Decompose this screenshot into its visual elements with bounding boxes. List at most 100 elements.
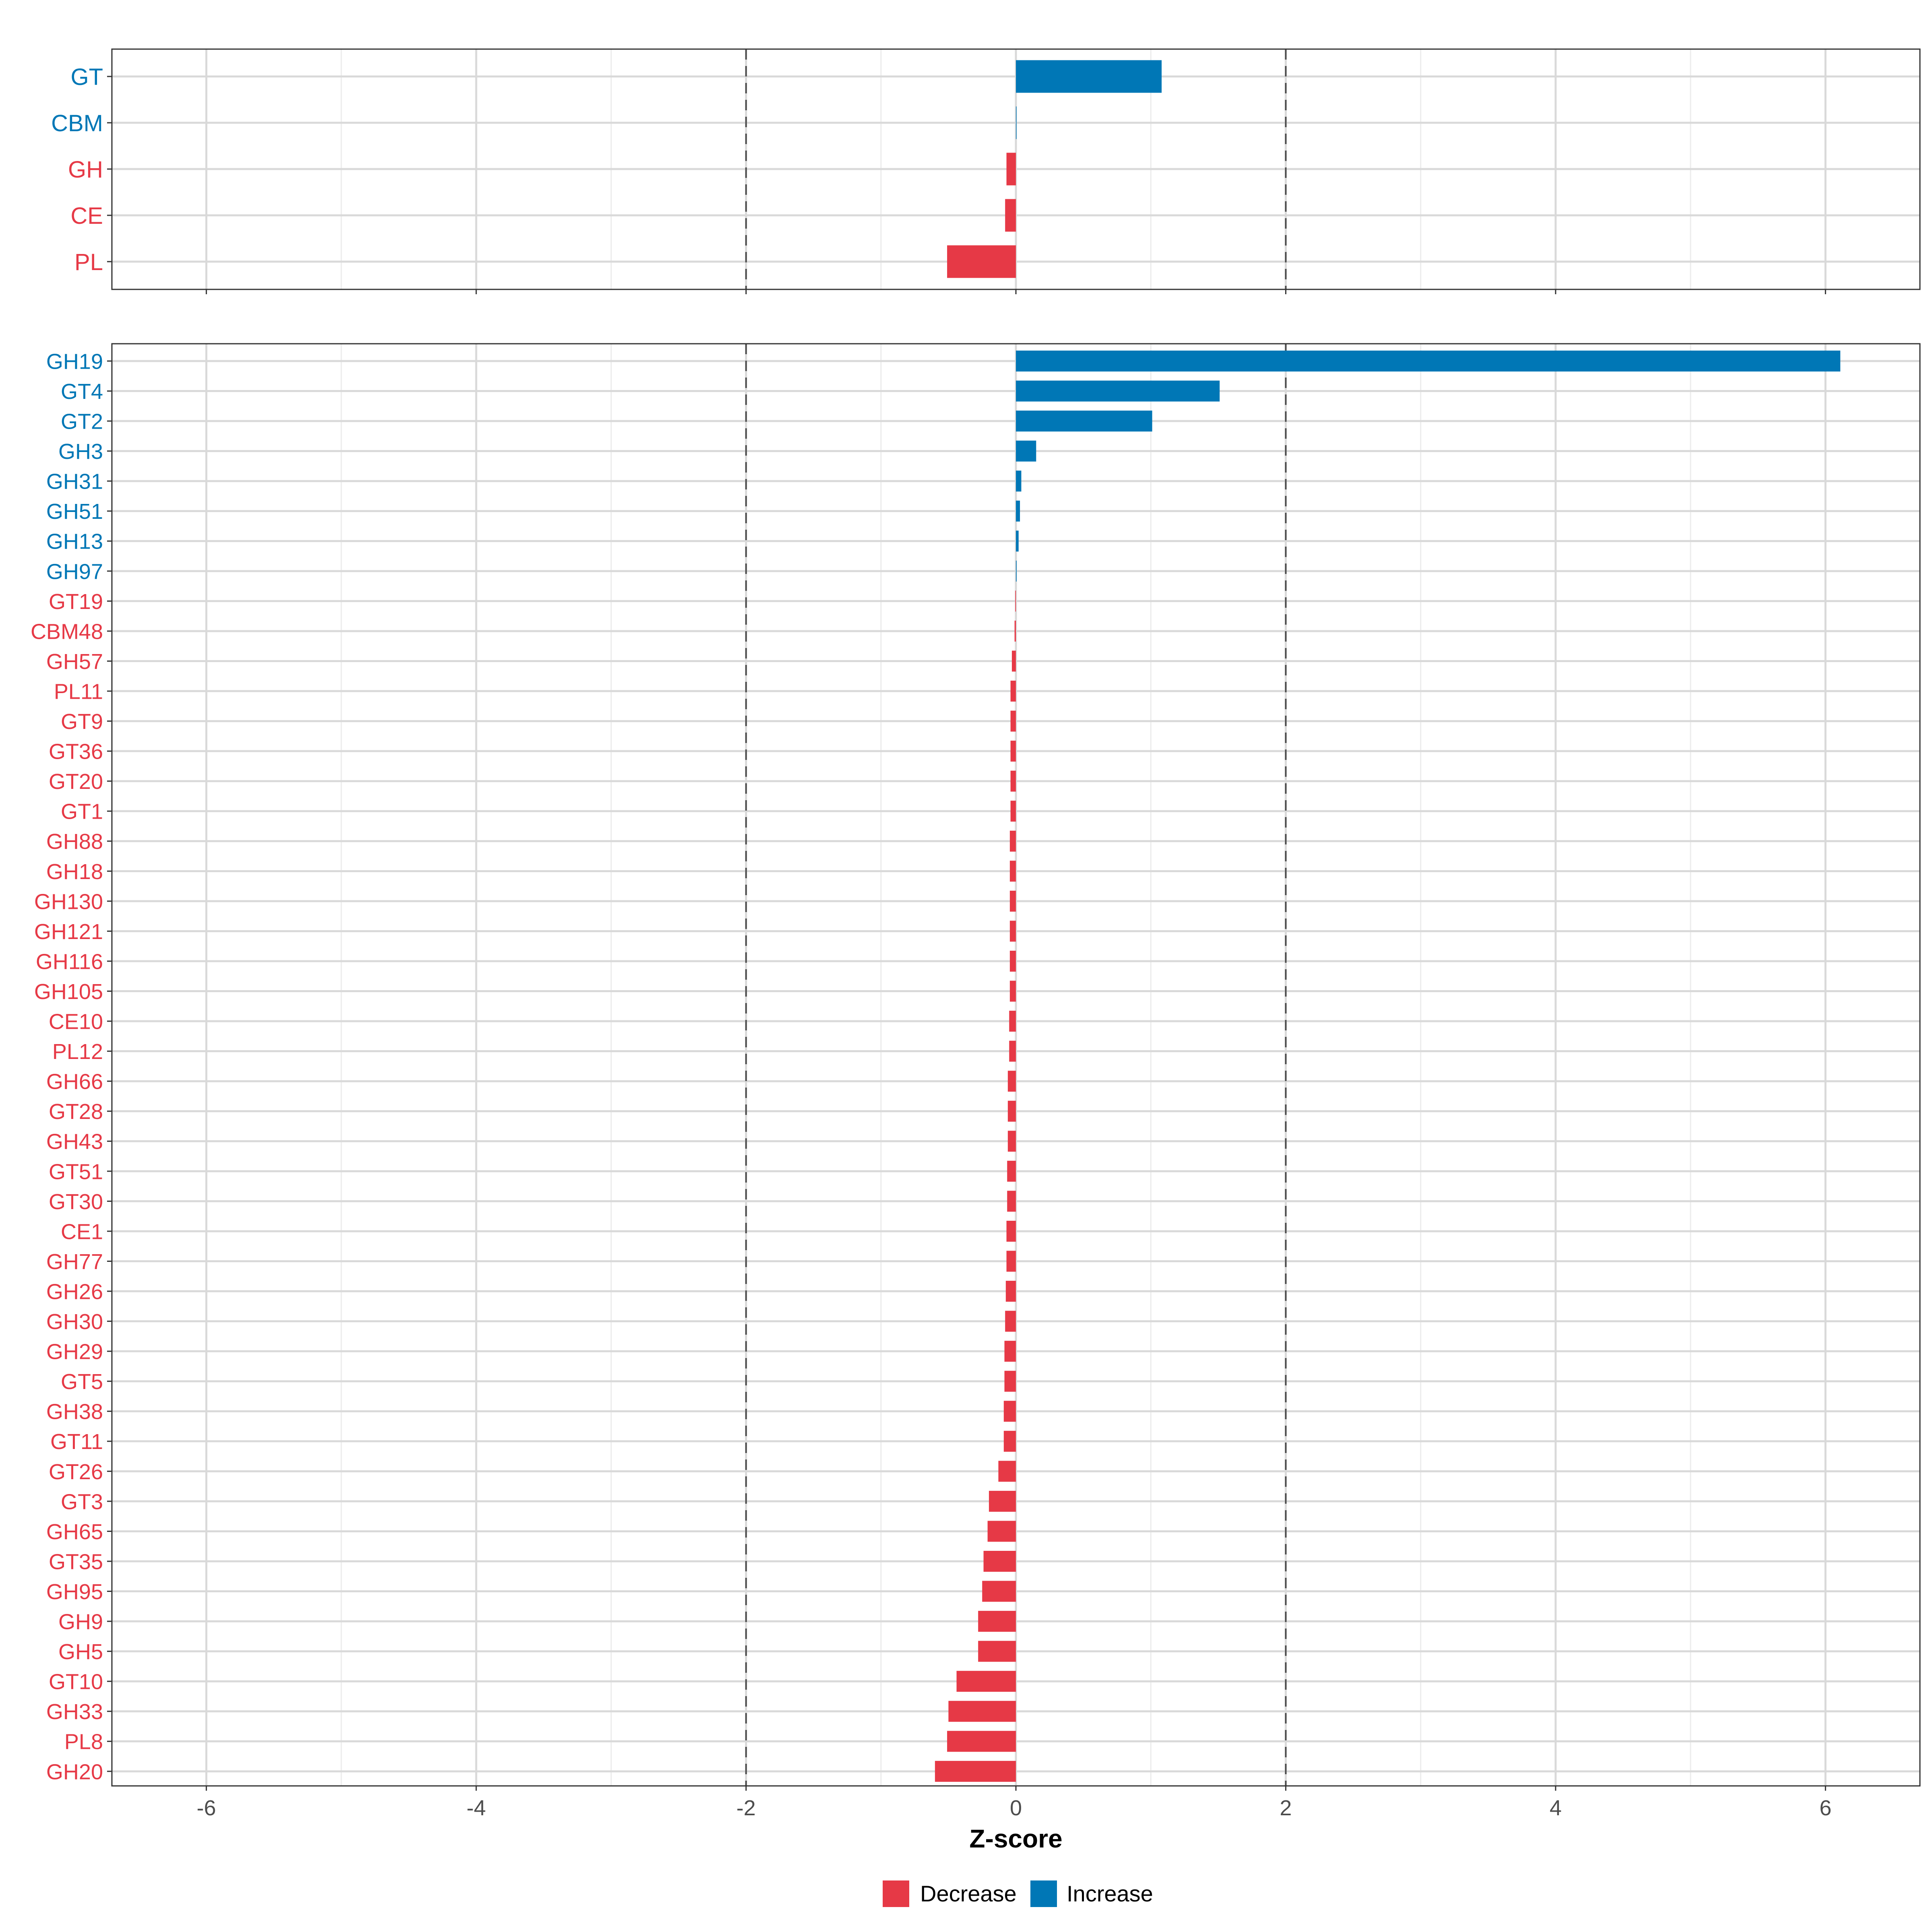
bar-GH97 — [1016, 560, 1017, 582]
y-tick-label-GH19: GH19 — [46, 349, 103, 374]
x-tick-label: 4 — [1550, 1796, 1562, 1820]
y-tick-label-GT26: GT26 — [49, 1460, 103, 1484]
bar-CBM — [1016, 106, 1017, 139]
bar-GH29 — [1004, 1341, 1016, 1362]
bar-GT51 — [1007, 1160, 1016, 1182]
bar-GT4 — [1016, 380, 1220, 402]
bar-GH57 — [1011, 650, 1016, 672]
bar-GH43 — [1007, 1131, 1016, 1152]
bar-CE1 — [1006, 1220, 1016, 1242]
y-tick-label-GT28: GT28 — [49, 1100, 103, 1124]
y-tick-label-GH88: GH88 — [46, 830, 103, 854]
y-tick-label-GT4: GT4 — [61, 380, 103, 404]
y-tick-label-GH51: GH51 — [46, 500, 103, 524]
y-tick-label-GH77: GH77 — [46, 1250, 103, 1274]
y-tick-label-CE: CE — [70, 203, 103, 229]
y-tick-label-CE1: CE1 — [61, 1220, 103, 1244]
y-tick-label-GH30: GH30 — [46, 1310, 103, 1334]
y-tick-label-GT3: GT3 — [61, 1490, 103, 1514]
legend-label-decrease: Decrease — [920, 1881, 1017, 1906]
bar-GT26 — [998, 1461, 1016, 1482]
bar-GH116 — [1009, 951, 1016, 972]
bar-GT10 — [956, 1671, 1016, 1692]
y-tick-label-GH9: GH9 — [58, 1610, 103, 1634]
y-tick-label-GH43: GH43 — [46, 1130, 103, 1154]
bar-GT9 — [1010, 710, 1016, 732]
y-tick-label-GT2: GT2 — [61, 410, 103, 434]
y-tick-label-GH130: GH130 — [34, 890, 103, 914]
bar-GH9 — [978, 1611, 1016, 1632]
x-tick-label: -6 — [197, 1796, 216, 1820]
bar-CE — [1005, 199, 1016, 232]
y-tick-label-GH5: GH5 — [58, 1640, 103, 1664]
x-tick-label: -4 — [466, 1796, 486, 1820]
x-axis-title: Z-score — [969, 1824, 1062, 1853]
bar-PL12 — [1009, 1040, 1016, 1062]
y-tick-label-GH121: GH121 — [34, 920, 103, 944]
y-tick-label-GT9: GT9 — [61, 710, 103, 734]
y-tick-label-GH31: GH31 — [46, 470, 103, 494]
y-tick-label-GT19: GT19 — [49, 590, 103, 614]
y-tick-label-GH95: GH95 — [46, 1580, 103, 1604]
y-tick-label-PL12: PL12 — [52, 1040, 103, 1064]
y-tick-label-GH57: GH57 — [46, 650, 103, 674]
y-tick-label-CE10: CE10 — [49, 1010, 103, 1034]
y-tick-label-GH26: GH26 — [46, 1280, 103, 1304]
bar-GT11 — [1003, 1430, 1016, 1452]
bar-GH3 — [1016, 440, 1036, 462]
bar-GT28 — [1007, 1100, 1016, 1122]
x-tick-label: 6 — [1819, 1796, 1831, 1820]
bar-GT19 — [1015, 590, 1016, 612]
bar-GH26 — [1005, 1281, 1016, 1302]
bar-GT30 — [1007, 1191, 1016, 1212]
bar-GH20 — [935, 1761, 1016, 1782]
bar-GT1 — [1010, 801, 1016, 822]
bar-GH51 — [1016, 500, 1020, 522]
bar-GH19 — [1016, 351, 1841, 372]
y-tick-label-CBM48: CBM48 — [31, 619, 103, 644]
y-tick-label-GH116: GH116 — [36, 949, 103, 974]
bar-GT20 — [1010, 770, 1016, 792]
bar-GH — [1006, 153, 1016, 186]
bar-GH13 — [1016, 530, 1019, 552]
y-tick-label-GH13: GH13 — [46, 530, 103, 554]
y-tick-label-GT5: GT5 — [61, 1370, 103, 1394]
y-tick-label-GH65: GH65 — [46, 1520, 103, 1544]
bar-GT5 — [1004, 1371, 1016, 1392]
bar-PL8 — [947, 1731, 1016, 1752]
legend-label-increase: Increase — [1067, 1881, 1153, 1906]
y-tick-label-GH29: GH29 — [46, 1340, 103, 1364]
bar-GH31 — [1016, 471, 1022, 492]
x-tick-label: 0 — [1010, 1796, 1022, 1820]
y-tick-label-GH18: GH18 — [46, 860, 103, 884]
top-panel: GT CBM GH CE PL — [51, 48, 1921, 294]
legend-swatch-decrease — [883, 1880, 909, 1907]
bar-CBM48 — [1014, 620, 1016, 642]
x-tick-label: 2 — [1280, 1796, 1292, 1820]
y-tick-label-GH: GH — [68, 157, 103, 183]
y-tick-label-GT36: GT36 — [49, 740, 103, 764]
bar-GT — [1016, 60, 1162, 93]
bar-CE10 — [1009, 1011, 1016, 1032]
bar-GH88 — [1009, 830, 1016, 852]
y-tick-label-GH105: GH105 — [34, 980, 103, 1004]
y-tick-label-GH33: GH33 — [46, 1700, 103, 1724]
bar-GH38 — [1003, 1401, 1016, 1422]
bar-GT2 — [1016, 411, 1152, 432]
bar-GT35 — [983, 1551, 1016, 1572]
y-tick-label-GT51: GT51 — [49, 1160, 103, 1184]
bar-GH18 — [1009, 861, 1016, 882]
y-tick-label-GH3: GH3 — [58, 440, 103, 464]
y-tick-label-PL11: PL11 — [54, 679, 103, 704]
bar-GH66 — [1007, 1071, 1016, 1092]
y-tick-label-CBM: CBM — [51, 110, 103, 136]
y-tick-label-GT20: GT20 — [49, 770, 103, 794]
bar-GH65 — [987, 1521, 1016, 1542]
y-tick-label-GT: GT — [70, 64, 103, 90]
y-tick-label-GH66: GH66 — [46, 1070, 103, 1094]
bar-GH33 — [948, 1701, 1016, 1722]
bar-GT36 — [1010, 741, 1016, 762]
y-tick-label-GT10: GT10 — [49, 1670, 103, 1694]
